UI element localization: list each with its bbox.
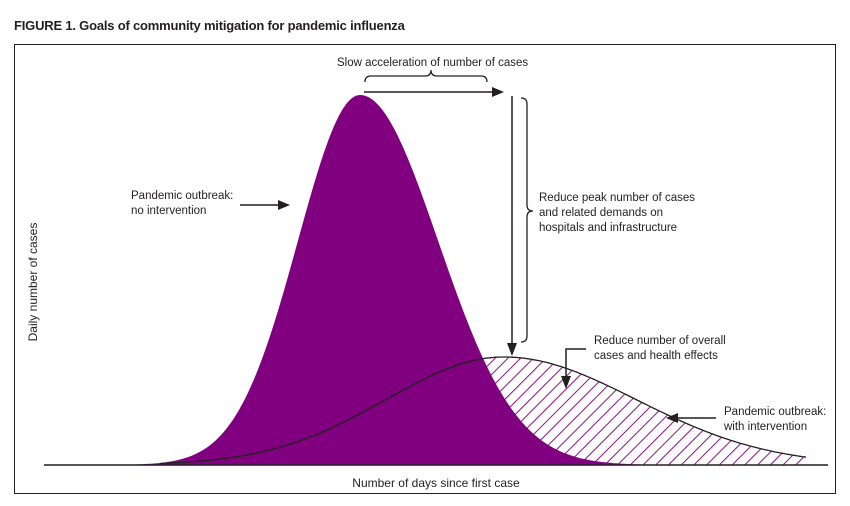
with-intervention-arrowhead (666, 413, 678, 423)
reduce-peak-arrowhead (507, 343, 517, 356)
x-axis-label: Number of days since first case (352, 476, 520, 490)
reduce-peak-bracket (520, 97, 534, 343)
reduce-overall-arrowhead (561, 376, 571, 389)
slow-acceleration-bracket (364, 69, 488, 83)
no-intervention-arrowhead (278, 200, 290, 210)
figure-title: FIGURE 1. Goals of community mitigation … (14, 18, 405, 33)
with-intervention-label: Pandemic outbreak: with intervention (724, 406, 827, 433)
y-axis-label: Daily number of cases (26, 222, 40, 342)
slow-acceleration-label: Slow acceleration of number of cases (337, 57, 529, 69)
slow-acceleration-arrowhead (492, 87, 504, 97)
reduce-overall-label: Reduce number of overall cases and healt… (594, 335, 726, 362)
overlap-hatch (160, 357, 806, 465)
reduce-peak-label: Reduce peak number of cases and related … (539, 192, 695, 234)
no-intervention-label: Pandemic outbreak: no intervention (131, 190, 234, 217)
figure-frame (14, 44, 836, 494)
with-intervention-curve (159, 356, 807, 465)
reduce-overall-arrow (565, 348, 586, 378)
no-intervention-area (44, 95, 700, 465)
